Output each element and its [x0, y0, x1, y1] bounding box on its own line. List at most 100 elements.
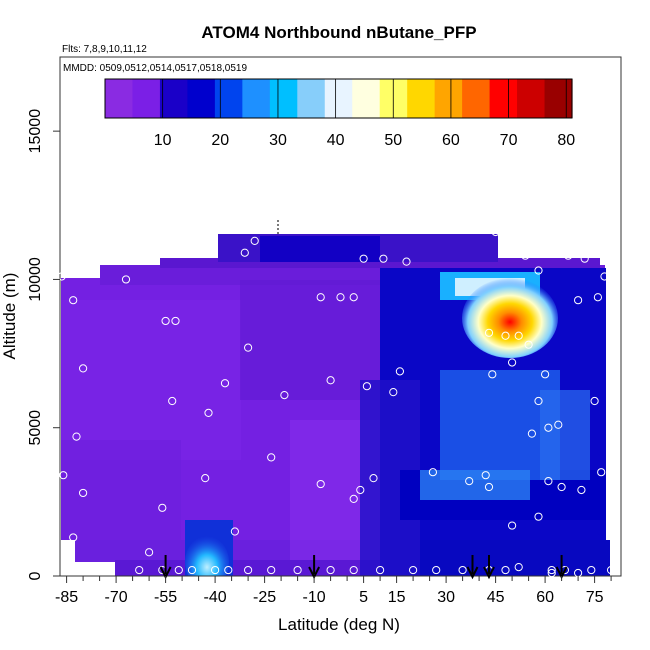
x-tick-label: -85 — [55, 589, 78, 606]
sample-marker — [336, 293, 345, 302]
sample-marker — [527, 429, 537, 438]
sample-marker — [349, 494, 358, 503]
sample-marker — [600, 272, 609, 281]
colorbar-swatch — [297, 79, 326, 118]
y-tick-label: 10000 — [27, 257, 44, 302]
sample-marker — [293, 565, 302, 575]
colorbar-swatch — [214, 79, 243, 118]
colorbar-swatch — [489, 79, 518, 118]
sample-marker — [395, 367, 404, 376]
sample-marker — [69, 533, 78, 542]
sample-marker — [389, 388, 398, 397]
sample-marker — [379, 254, 388, 263]
sample-marker — [174, 565, 183, 575]
sample-marker — [72, 432, 81, 441]
colorbar-tick-label: 30 — [269, 132, 287, 149]
field-top-dark — [260, 236, 380, 262]
chart-title: ATOM4 Northbound nButane_PFP — [201, 23, 476, 42]
sample-marker — [267, 565, 276, 575]
x-tick-label: 15 — [388, 589, 406, 606]
sample-marker — [514, 331, 523, 340]
sample-marker — [481, 471, 490, 480]
dates-subtitle: MMDD: 0509,0512,0514,0517,0518,0519 — [63, 63, 247, 74]
sample-marker — [369, 474, 378, 483]
y-tick-label: 15000 — [27, 109, 44, 154]
sample-marker — [544, 423, 553, 432]
sample-marker — [280, 390, 289, 400]
colorbar-tick-label: 80 — [557, 132, 575, 149]
sample-marker — [547, 568, 556, 578]
sample-marker — [484, 482, 494, 492]
sample-marker — [534, 396, 543, 406]
flight-arrow-head — [466, 566, 479, 580]
colorbar-tick-label: 60 — [442, 132, 460, 149]
sample-marker — [349, 293, 358, 302]
sample-marker — [161, 316, 170, 326]
colorbar-swatch — [434, 79, 463, 118]
sample-marker — [484, 328, 494, 337]
sample-marker — [224, 565, 233, 575]
sample-marker — [230, 527, 239, 536]
sample-marker — [557, 482, 566, 492]
sample-marker — [326, 376, 335, 385]
colorbar-tick-label: 50 — [384, 132, 402, 149]
y-tick-label: 0 — [27, 571, 44, 580]
x-tick-label: 45 — [487, 589, 505, 606]
colorbar-swatch — [159, 79, 189, 118]
x-tick-label: 60 — [536, 589, 554, 606]
sample-marker — [187, 565, 197, 575]
colorbar-tick-label: 10 — [154, 132, 172, 149]
sample-marker — [82, 257, 91, 266]
sample-marker — [79, 488, 88, 498]
colorbar-swatch — [407, 79, 436, 118]
sample-marker — [521, 251, 530, 260]
field-cyan-surface — [185, 536, 229, 576]
x-axis: -85 -70 -55 -40 -25 -10 5 15 30 45 60 75 — [55, 576, 612, 606]
sample-marker — [547, 565, 556, 575]
x-axis-label: Latitude (deg N) — [278, 615, 400, 634]
plot-frame — [59, 56, 622, 577]
sample-marker — [409, 565, 418, 575]
sample-marker — [491, 227, 500, 237]
field-top-band — [160, 258, 600, 268]
sample-marker — [541, 370, 550, 379]
y-axis: 0 5000 10000 15000 — [27, 109, 60, 580]
sample-marker — [402, 257, 411, 266]
sample-marker — [211, 565, 220, 575]
flights-subtitle: Flts: 7,8,9,10,11,12 — [62, 44, 147, 55]
colorbar-frame — [104, 78, 573, 119]
field-shade-1 — [61, 300, 241, 460]
sample-marker — [356, 485, 365, 495]
sample-marker — [244, 343, 253, 352]
sample-marker — [244, 565, 253, 575]
x-tick-label: -40 — [204, 589, 227, 606]
x-tick-label: 75 — [586, 589, 604, 606]
sample-marker — [544, 476, 553, 486]
sample-marker — [69, 296, 78, 305]
sample-marker — [607, 565, 616, 575]
sample-marker — [507, 358, 517, 367]
heatmap-field — [61, 234, 610, 576]
x-tick-label: -70 — [105, 589, 128, 606]
field-lightblue-3 — [540, 390, 590, 480]
field-shade-4 — [61, 440, 181, 540]
sample-marker — [158, 503, 167, 512]
sample-marker — [534, 266, 543, 275]
colorbar-swatch — [269, 79, 298, 118]
sample-marker — [577, 485, 586, 495]
field-lightblue-2 — [420, 470, 530, 500]
sample-marker — [316, 293, 325, 302]
sample-markers — [57, 227, 616, 578]
colorbar-swatch — [324, 79, 353, 118]
field-shade-2 — [240, 280, 380, 400]
field-hot-plume — [462, 278, 558, 358]
colorbar-swatch — [132, 79, 161, 118]
sample-marker — [501, 331, 510, 340]
x-tick-label: 30 — [437, 589, 455, 606]
sample-marker — [59, 471, 68, 480]
sample-marker — [507, 521, 517, 530]
sample-marker — [574, 296, 583, 305]
x-tick-label: -55 — [154, 589, 177, 606]
colorbar-swatch — [517, 79, 546, 118]
